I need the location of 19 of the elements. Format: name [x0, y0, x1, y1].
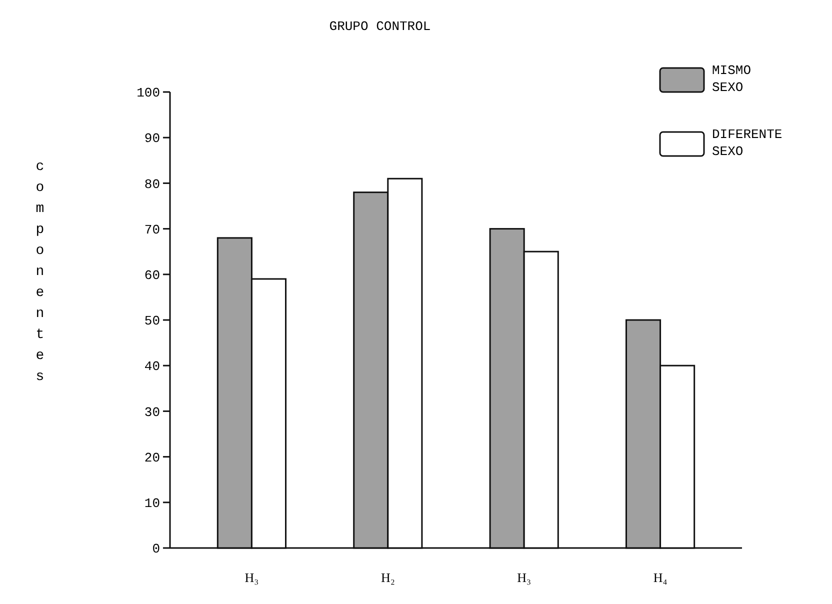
y-tick-label: 20: [144, 450, 160, 466]
y-tick-label: 80: [144, 176, 160, 192]
legend-label: MISMO SEXO: [712, 63, 752, 95]
y-tick-label: 90: [144, 131, 160, 146]
y-tick-label: 50: [144, 314, 160, 329]
legend-label: DIFERENTE SEXO: [712, 127, 782, 159]
y-tick-label: 100: [136, 86, 160, 101]
x-tick-label: H₃: [517, 570, 532, 585]
chart-title: GRUPO CONTROL: [329, 19, 431, 34]
y-tick-label: 60: [144, 268, 160, 283]
x-tick-label: H₂: [380, 570, 395, 585]
y-tick-label: 10: [144, 496, 160, 511]
y-tick-label: 40: [144, 359, 160, 374]
x-tick-label: H₃: [244, 570, 259, 585]
y-tick-label: 30: [144, 404, 160, 420]
x-tick-label: H₄: [653, 570, 668, 585]
y-tick-label: 70: [144, 222, 160, 238]
text: componentes: [36, 159, 44, 385]
y-tick-label: 0: [152, 542, 160, 557]
